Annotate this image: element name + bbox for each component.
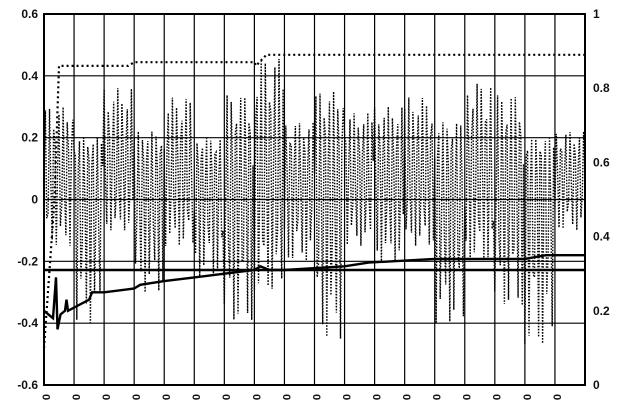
right-axis-ticks: 1 0.8 0.6 0.4 0.2 0 [593,7,610,392]
series-0-line [43,58,586,345]
x-tick-label: 0 [221,394,233,400]
series-0 [43,58,586,345]
y-tick-label: -0.2 [17,254,38,268]
y-tick-label: 0.2 [21,131,38,145]
y2-tick-label: 0.8 [593,81,610,95]
x-tick-label: 0 [402,394,414,400]
y2-tick-label: 0 [593,378,600,392]
series-2 [43,254,585,330]
y-tick-label: 0 [31,193,38,207]
series-2-line [43,254,585,330]
x-tick-label: 0 [372,394,384,400]
x-tick-label: 0 [131,394,143,400]
x-tick-label: 0 [281,394,293,400]
y2-tick-label: 0.6 [593,155,610,169]
x-tick-label: 0 [462,394,474,400]
y-tick-label: -0.6 [17,378,38,392]
x-tick-label: 0 [251,394,263,400]
series-layer [42,53,586,348]
x-tick-label: 0 [41,394,53,400]
x-tick-label: 0 [191,394,203,400]
x-tick-label: 0 [432,394,444,400]
left-axis-ticks: 0.6 0.4 0.2 0 -0.2 -0.4 -0.6 [17,7,38,392]
x-tick-label: 0 [522,394,534,400]
x-tick-label: 0 [552,394,564,400]
x-axis-ticks: 0 0 0 0 0 0 0 0 0 0 0 0 0 0 0 0 0 0 [41,394,564,400]
x-tick-label: 0 [161,394,173,400]
x-tick-label: 0 [341,394,353,400]
y2-tick-label: 0.2 [593,304,610,318]
y-tick-label: -0.4 [17,316,38,330]
x-tick-label: 0 [492,394,504,400]
x-tick-label: 0 [311,394,323,400]
y2-tick-label: 0.4 [593,230,610,244]
y-tick-label: 0.4 [21,69,38,83]
x-tick-label: 0 [71,394,83,400]
x-tick-label: 0 [101,394,113,400]
y-tick-label: 0.6 [21,7,38,21]
y2-tick-label: 1 [593,7,600,21]
